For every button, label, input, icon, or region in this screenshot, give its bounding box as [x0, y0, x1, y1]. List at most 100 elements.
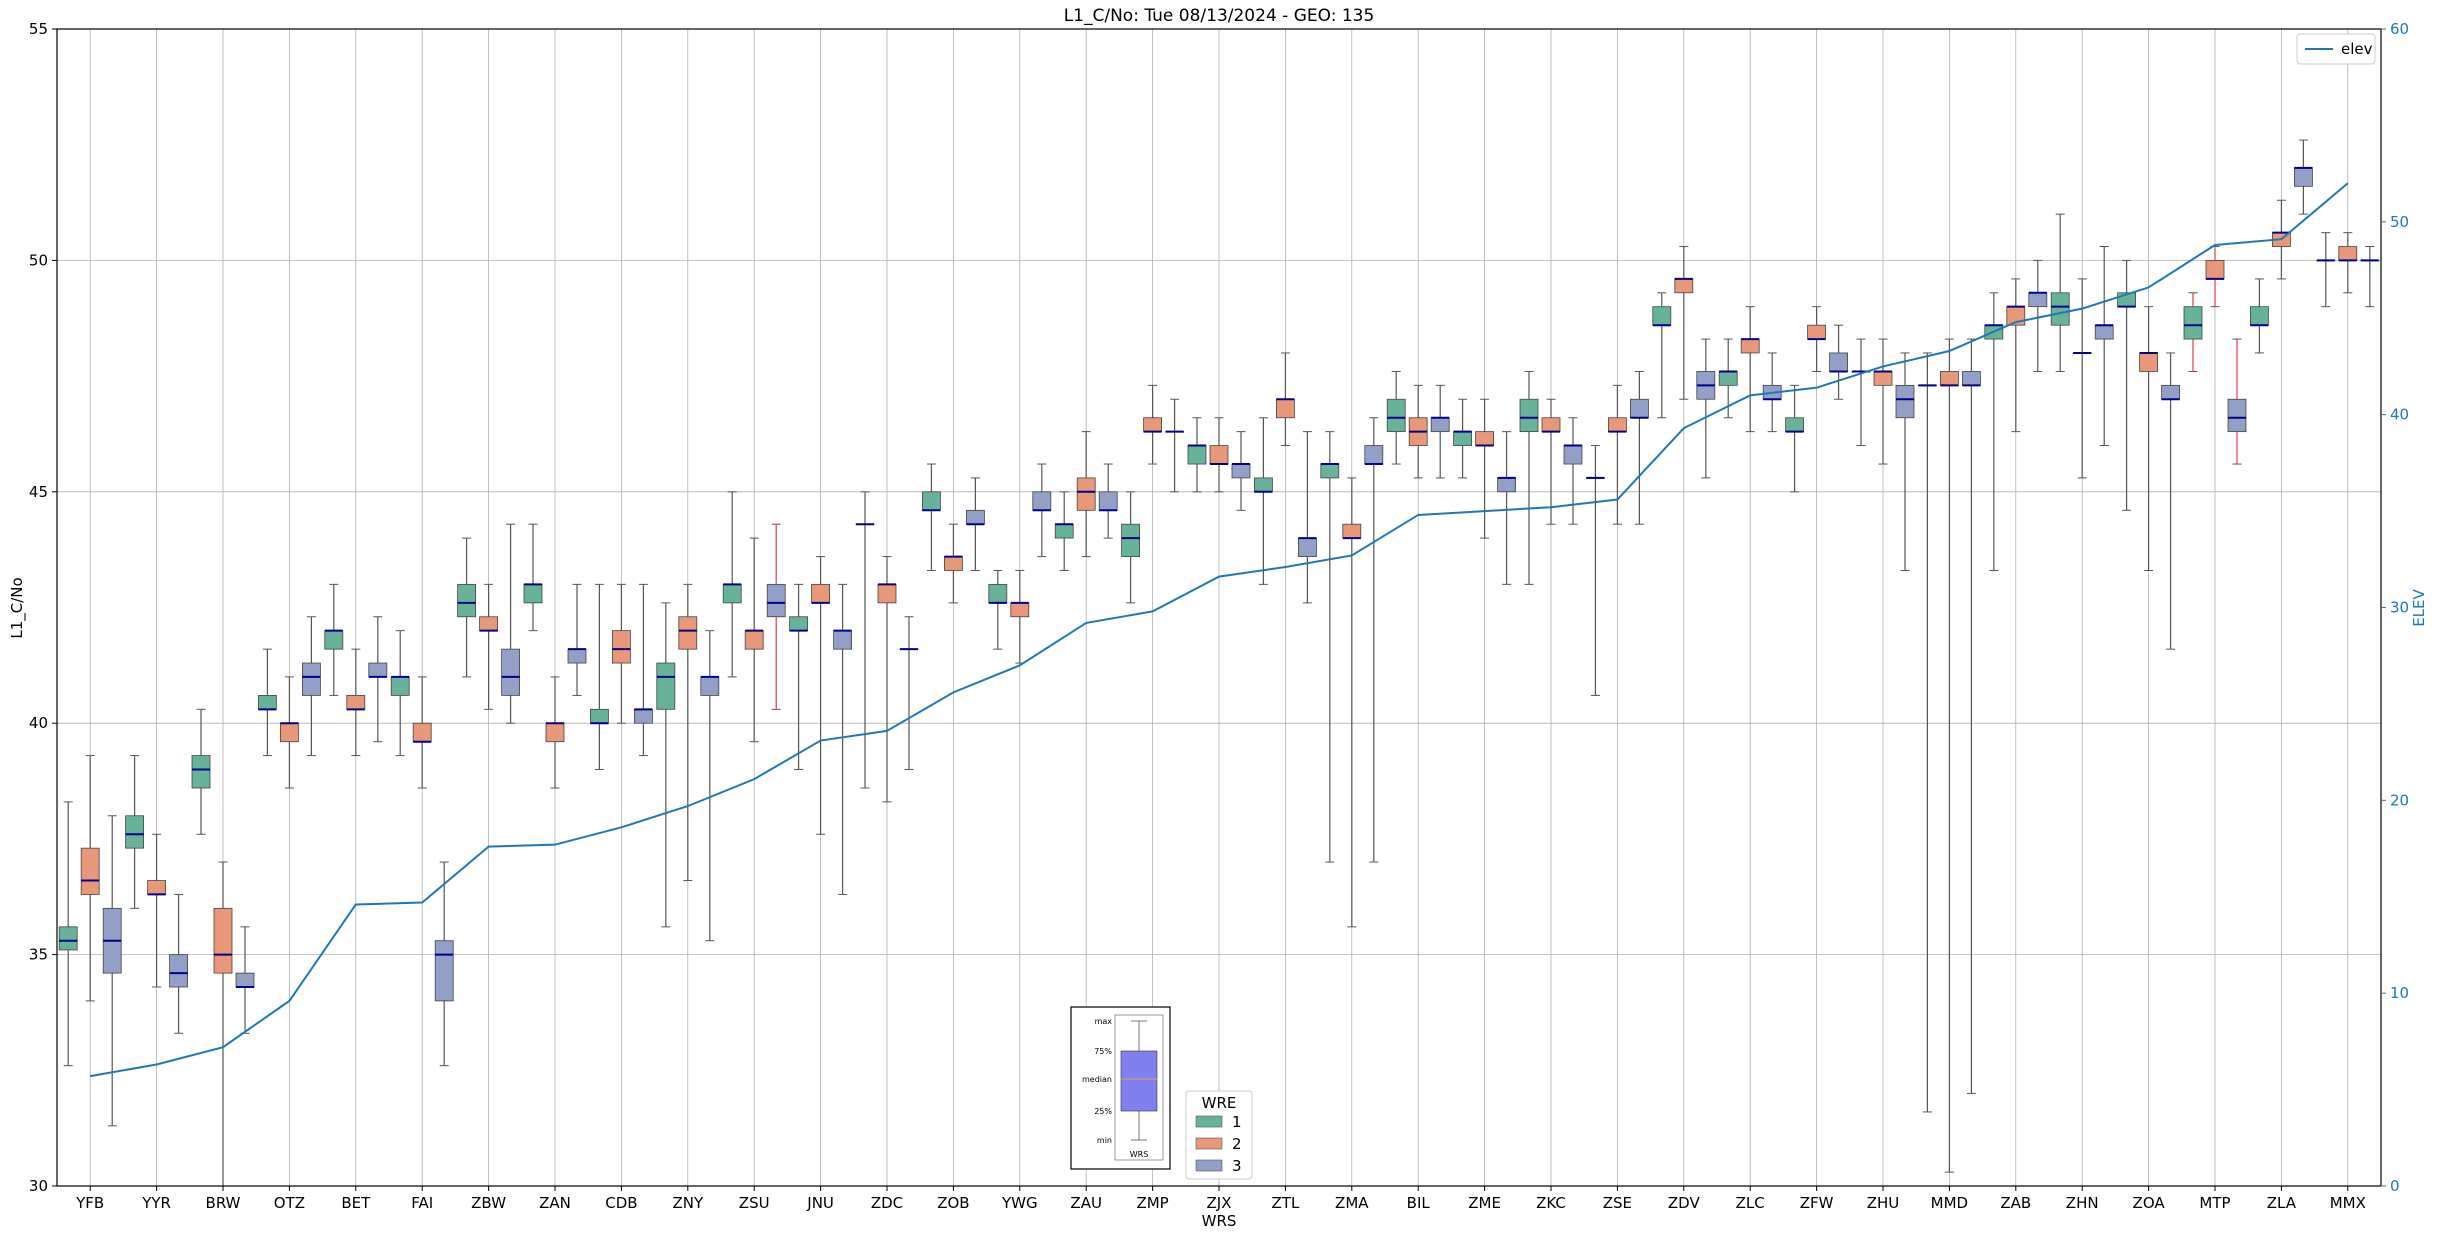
box-iqr — [922, 491, 941, 511]
box-iqr — [2161, 384, 2181, 400]
box-cdb-wre1 — [590, 583, 609, 770]
x-tick-label: ZSE — [1603, 1194, 1632, 1212]
x-tick-label: BRW — [206, 1194, 241, 1212]
wre-legend-frame — [1185, 1090, 1253, 1180]
wre-legend-swatch-3 — [1195, 1159, 1223, 1172]
box-zhn-wre1 — [2050, 213, 2070, 372]
box-zhu-wre3 — [1895, 352, 1915, 571]
box-iqr — [368, 662, 388, 678]
y-tick-label: 35 — [29, 946, 48, 964]
box-iqr — [1098, 491, 1118, 511]
box-zan-wre1 — [523, 523, 543, 632]
box-jnu-wre1 — [789, 583, 808, 770]
inset-label-max: max — [1095, 1017, 1113, 1026]
y-tick-label: 50 — [29, 251, 48, 269]
box-mtp-wre3 — [2227, 338, 2247, 465]
box-brw-wre1 — [191, 708, 211, 835]
x-tick-label: ZAN — [539, 1194, 571, 1212]
box-iqr — [1342, 523, 1362, 539]
elev-legend-label: elev — [2341, 40, 2373, 58]
x-tick-label: ZHN — [2066, 1194, 2099, 1212]
box-iqr — [1187, 445, 1207, 465]
box-zoa-wre2 — [2139, 306, 2159, 571]
x-tick-label: YFB — [75, 1194, 104, 1212]
box-zdc-wre3 — [899, 616, 919, 770]
box-iqr — [1209, 445, 1229, 465]
box-yyr-wre2 — [147, 833, 167, 988]
box-iqr — [80, 847, 100, 895]
box-iqr — [2227, 398, 2247, 433]
x-tick-label: ZLA — [2267, 1194, 2297, 1212]
box-iqr — [390, 676, 410, 696]
x-tick-label: MMD — [1931, 1194, 1968, 1212]
x-tick-label: ZLC — [1736, 1194, 1765, 1212]
box-iqr — [1829, 352, 1848, 372]
box-mmx-wre3 — [2360, 246, 2380, 308]
wre-legend-label-2: 2 — [1232, 1135, 1242, 1153]
box-brw-wre2 — [213, 861, 233, 1187]
box-iqr — [125, 815, 144, 849]
box-iqr — [590, 708, 609, 724]
box-zjx-wre2 — [1209, 417, 1229, 493]
inset-label-q1: 25% — [1094, 1107, 1112, 1116]
x-tick-label: BIL — [1407, 1194, 1431, 1212]
box-zsu-wre2 — [744, 537, 764, 743]
box-bil-wre2 — [1408, 384, 1428, 479]
wre-legend: WRE 1 2 3 — [1185, 1090, 1253, 1180]
box-iqr — [501, 648, 521, 696]
elev-legend-frame — [2296, 33, 2376, 65]
box-jnu-wre3 — [833, 583, 852, 895]
box-yfb-wre2 — [80, 755, 100, 1002]
box-zmp-wre2 — [1143, 384, 1162, 465]
box-iqr — [1386, 398, 1406, 433]
x-tick-label: ZME — [1468, 1194, 1501, 1212]
box-mmd-wre2 — [1940, 338, 1959, 1173]
chart-title: L1_C/No: Tue 08/13/2024 - GEO: 135 — [1064, 6, 1375, 26]
box-iqr — [1895, 384, 1915, 419]
box-iqr — [2050, 292, 2070, 326]
x-tick-label: ZDV — [1668, 1194, 1701, 1212]
box-iqr — [2293, 167, 2313, 187]
box-iqr — [2338, 246, 2358, 261]
box-iqr — [257, 695, 277, 710]
box-iqr — [324, 630, 344, 650]
box-fai-wre1 — [390, 630, 410, 757]
box-zfw-wre3 — [1829, 324, 1848, 400]
box-bet-wre1 — [324, 583, 344, 696]
box-zmp-wre1 — [1121, 491, 1140, 604]
box-series — [58, 139, 2380, 1187]
box-zau-wre2 — [1076, 431, 1096, 558]
y-tick-label: 45 — [29, 483, 48, 501]
y-tick-label: 40 — [29, 714, 48, 732]
box-iqr — [1940, 371, 1959, 386]
box-iqr — [1143, 417, 1162, 433]
box-iqr — [766, 583, 786, 618]
box-iqr — [1298, 537, 1317, 557]
box-iqr — [1608, 417, 1627, 433]
x-tick-label: CDB — [605, 1194, 637, 1212]
box-bet-wre3 — [368, 616, 388, 743]
box-iqr — [434, 940, 454, 1002]
box-zme-wre2 — [1475, 398, 1494, 539]
box-yyr-wre3 — [169, 893, 189, 1034]
box-ywg-wre3 — [1032, 463, 1052, 558]
box-zny-wre3 — [700, 630, 720, 942]
box-iqr — [722, 583, 742, 604]
box-zny-wre2 — [678, 583, 698, 882]
box-iqr — [1430, 417, 1450, 433]
box-iqr — [1121, 523, 1140, 557]
box-zme-wre1 — [1453, 398, 1472, 479]
box-iqr — [2249, 306, 2269, 326]
box-iqr — [1475, 431, 1494, 446]
box-iqr — [191, 755, 211, 789]
box-iqr — [2094, 324, 2114, 340]
x-tick-label: YYR — [141, 1194, 171, 1212]
box-zau-wre1 — [1054, 491, 1074, 571]
box-iqr — [545, 722, 565, 743]
box-iqr — [479, 616, 499, 632]
wre-legend-title: WRE — [1202, 1094, 1237, 1112]
box-mtp-wre2 — [2205, 246, 2225, 308]
box-iqr — [944, 556, 963, 571]
box-zny-wre1 — [656, 602, 676, 928]
x-tick-label: ZMP — [1136, 1194, 1168, 1212]
